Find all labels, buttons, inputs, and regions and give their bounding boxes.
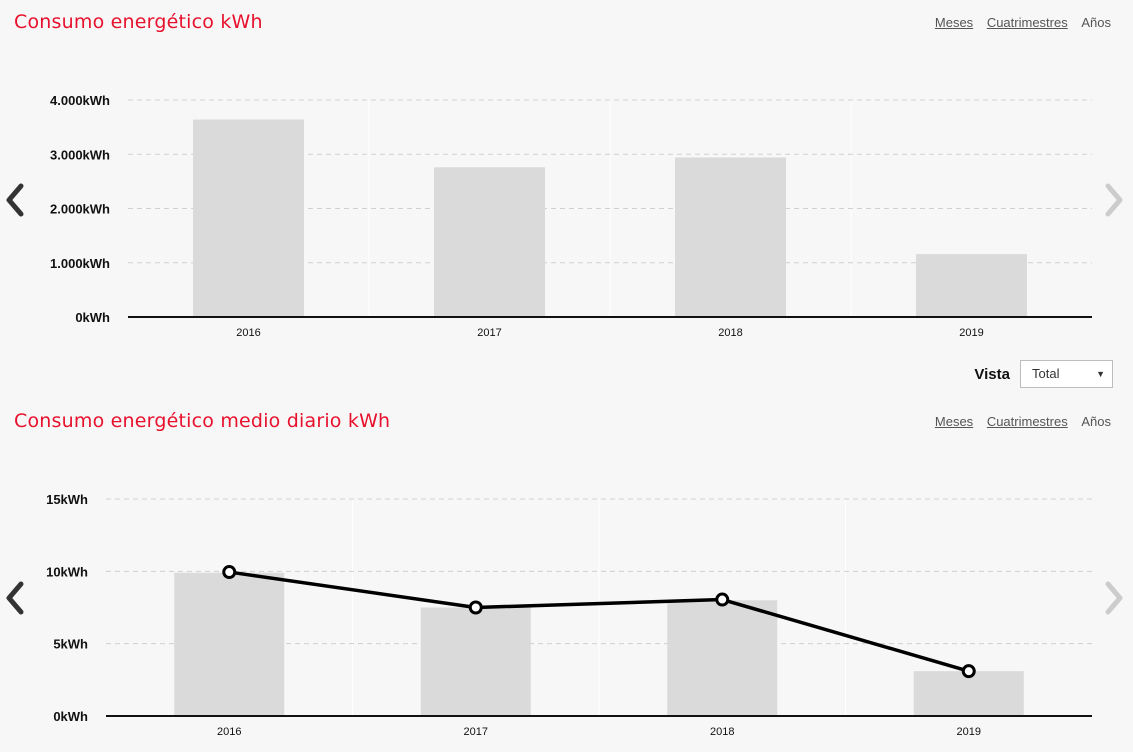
consumption-xtick-label: 2017 (477, 327, 501, 339)
period-years-link-daily[interactable]: Años (1081, 414, 1111, 429)
period-nav-daily: Meses Cuatrimestres Años (925, 414, 1111, 429)
daily-bar-2017[interactable] (420, 607, 531, 717)
daily-point-2016[interactable] (222, 565, 237, 580)
period-four-months-link[interactable]: Cuatrimestres (986, 15, 1068, 30)
daily-bar-2018[interactable] (667, 600, 778, 716)
daily-ytick-label: 0kWh (53, 709, 88, 724)
consumption-xtick-label: 2016 (236, 327, 260, 339)
chart-prev-button[interactable] (3, 180, 27, 220)
period-four-months-link-daily[interactable]: Cuatrimestres (986, 414, 1068, 429)
vista-control: Vista Total ▼ (974, 359, 1113, 389)
consumption-ytick-label: 3.000kWh (50, 147, 110, 162)
daily-average-chart: 0kWh 5kWh 10kWh 15kWh 2016 2017 2018 2019 (46, 492, 1092, 738)
vista-label: Vista (974, 365, 1010, 383)
chart-prev-button-daily[interactable] (3, 578, 27, 618)
daily-xtick-label: 2019 (957, 726, 981, 738)
daily-ytick-label: 5kWh (53, 637, 88, 652)
period-months-link-daily[interactable]: Meses (934, 414, 974, 429)
energy-consumption-title: Consumo energético kWh (14, 11, 263, 33)
consumption-ytick-label: 4.000kWh (50, 93, 110, 108)
period-years-link[interactable]: Años (1081, 15, 1111, 30)
consumption-xtick-label: 2018 (718, 327, 742, 339)
daily-ytick-label: 15kWh (46, 492, 88, 507)
chart-next-button-daily[interactable] (1102, 578, 1126, 618)
daily-average-title: Consumo energético medio diario kWh (14, 410, 391, 432)
caret-down-icon: ▼ (1096, 369, 1105, 379)
period-months-link[interactable]: Meses (934, 15, 974, 30)
daily-bar-2019[interactable] (913, 671, 1024, 716)
chevron-left-icon (6, 183, 24, 217)
vista-selected-value: Total (1032, 366, 1060, 381)
consumption-ytick-label: 0kWh (75, 310, 110, 325)
daily-point-2019[interactable] (961, 664, 976, 679)
daily-xtick-label: 2016 (217, 726, 241, 738)
chevron-right-icon (1105, 183, 1123, 217)
consumption-xtick-label: 2019 (959, 327, 983, 339)
consumption-bar-2019[interactable] (916, 254, 1027, 317)
chevron-left-icon (6, 581, 24, 615)
daily-xtick-label: 2018 (710, 726, 734, 738)
daily-point-2018[interactable] (715, 592, 730, 607)
consumption-ytick-label: 2.000kWh (50, 202, 110, 217)
consumption-bar-2017[interactable] (434, 167, 545, 317)
period-nav: Meses Cuatrimestres Años (925, 15, 1111, 30)
daily-average-panel: Consumo energético medio diario kWh Mese… (0, 400, 1133, 752)
consumption-bar-2016[interactable] (193, 119, 304, 317)
consumption-bar-2018[interactable] (675, 157, 786, 317)
daily-series-line (229, 570, 970, 673)
chevron-right-icon (1105, 581, 1123, 615)
daily-bar-2016[interactable] (174, 572, 285, 716)
consumption-ytick-label: 1.000kWh (50, 256, 110, 271)
chart-next-button[interactable] (1102, 180, 1126, 220)
energy-consumption-chart: 0kWh 1.000kWh 2.000kWh 3.000kWh 4.000kWh 2016… (50, 93, 1092, 339)
daily-xtick-label: 2017 (464, 726, 488, 738)
vista-select[interactable]: Total ▼ (1020, 360, 1113, 388)
daily-ytick-label: 10kWh (46, 564, 88, 579)
daily-point-2017[interactable] (468, 600, 483, 615)
energy-consumption-panel: Consumo energético kWh Meses Cuatrimestr… (0, 0, 1133, 352)
